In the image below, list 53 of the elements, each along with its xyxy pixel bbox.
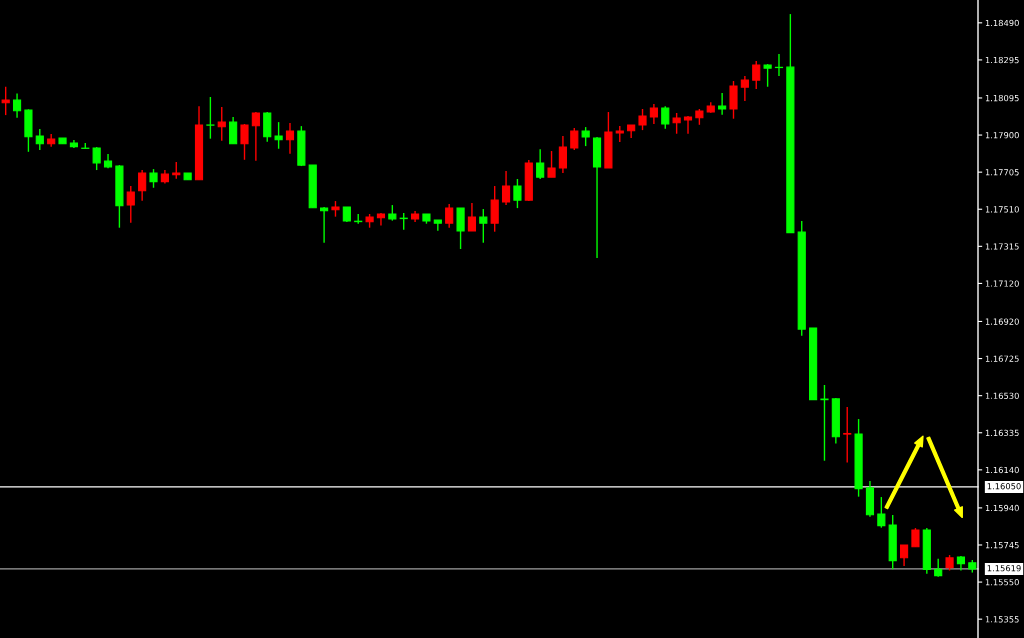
y-tick-label: 1.18490 (985, 19, 1019, 27)
y-tick-label: 1.16530 (985, 392, 1019, 399)
candlestick (854, 418, 863, 498)
candlestick (718, 92, 727, 116)
candlestick (820, 384, 829, 462)
candlestick (206, 96, 215, 140)
candlestick (570, 127, 579, 151)
candlestick (115, 164, 124, 229)
candlestick (877, 496, 886, 529)
y-tick-label: 1.17315 (985, 243, 1019, 250)
candlestick (92, 146, 101, 171)
candlestick (24, 108, 33, 153)
candlestick (445, 203, 454, 229)
y-tick-label: 1.15355 (985, 616, 1019, 623)
candlestick (1, 86, 10, 116)
y-tick-label: 1.17510 (985, 206, 1019, 213)
y-tick-label: 1.18295 (985, 56, 1019, 64)
y-tick-label: 1.15550 (985, 579, 1019, 586)
candlestick (604, 111, 613, 169)
candlestick (240, 123, 249, 161)
ref-line-label: 1.15619 (987, 565, 1021, 572)
candlestick (843, 406, 852, 464)
candlestick (763, 63, 772, 88)
y-tick-label: 1.17120 (985, 280, 1019, 287)
candlestick (638, 108, 647, 131)
candlestick (217, 106, 226, 142)
candlestick (581, 126, 590, 147)
candlestick (752, 60, 761, 90)
y-tick-label: 1.15745 (985, 542, 1019, 549)
candlestick (149, 168, 158, 189)
y-tick-label: 1.16725 (985, 355, 1019, 362)
candlestick (297, 125, 306, 167)
candlestick (547, 150, 556, 178)
y-tick-label: 1.16140 (985, 466, 1019, 474)
candlestick (308, 164, 317, 209)
candlestick (126, 185, 135, 224)
candlestick (274, 121, 283, 150)
candlestick (729, 80, 738, 120)
candlestick (809, 327, 818, 401)
candlestick (786, 13, 795, 234)
y-tick-label: 1.17705 (985, 169, 1019, 176)
candlestick (433, 219, 442, 232)
candlestick (672, 112, 681, 135)
y-tick-label: 1.16335 (985, 429, 1019, 437)
candlestick (911, 527, 920, 548)
candlestick (513, 178, 522, 209)
candlestick (456, 207, 465, 250)
y-tick-label: 1.17900 (985, 132, 1019, 139)
ref-line-label: 1.16050 (987, 483, 1021, 490)
y-tick-label: 1.18095 (985, 94, 1019, 102)
y-tick-label: 1.15940 (985, 504, 1019, 512)
y-tick-label: 1.16920 (985, 318, 1019, 325)
candlestick (479, 208, 488, 244)
